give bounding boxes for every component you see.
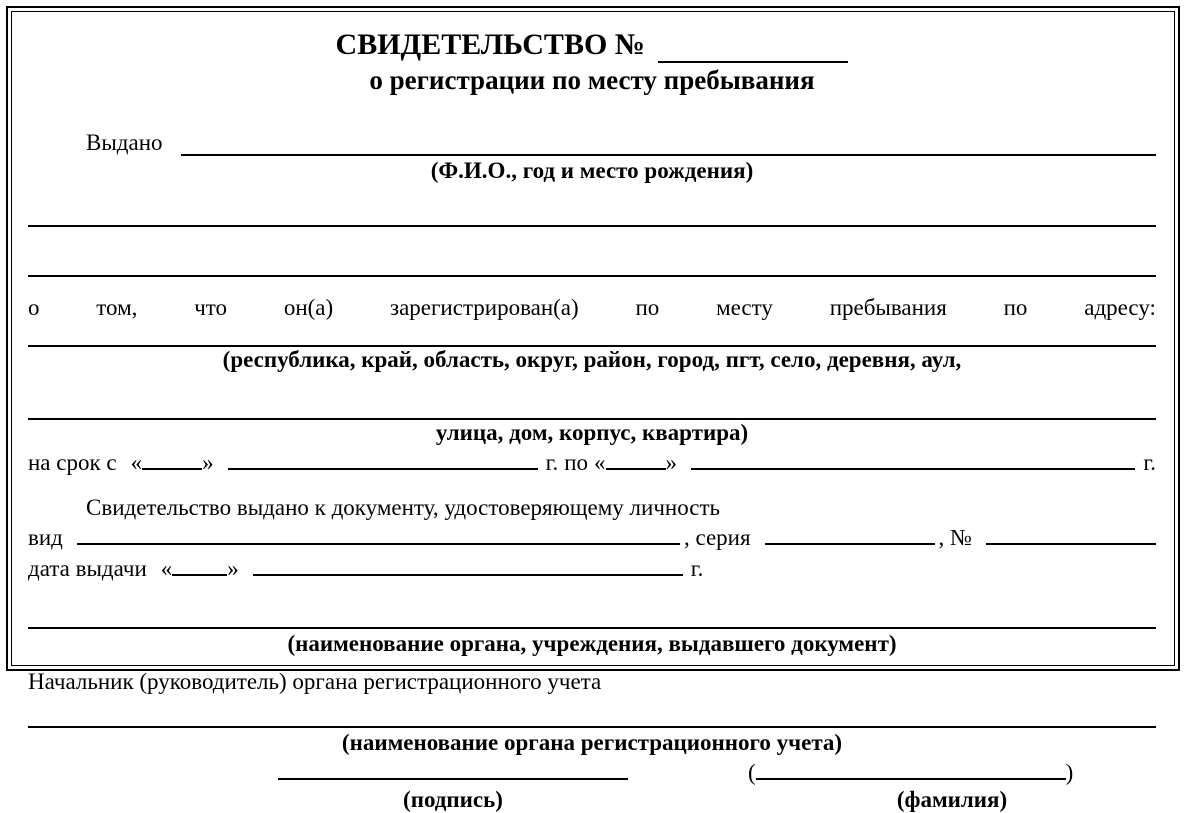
document-body: СВИДЕТЕЛЬСТВО № о регистрации по месту п…	[11, 11, 1175, 666]
q2-open: «	[594, 450, 606, 476]
surname-lparen: (	[748, 760, 756, 786]
doc-date-prefix: дата выдачи	[28, 556, 147, 582]
title-line1: СВИДЕТЕЛЬСТВО №	[28, 28, 1156, 63]
doc-num: , №	[939, 525, 972, 551]
doc-row: вид , серия , №	[28, 521, 1156, 552]
signature-row: ( )	[28, 756, 1156, 787]
familia-hint: (фамилия)	[748, 787, 1156, 813]
address-line2[interactable]	[28, 396, 1156, 420]
fio-line3[interactable]	[28, 253, 1156, 277]
title-prefix: СВИДЕТЕЛЬСТВО №	[336, 28, 645, 61]
doc-date-q-open: «	[161, 556, 173, 582]
issued-label: Выдано	[86, 130, 163, 156]
outer-border: СВИДЕТЕЛЬСТВО № о регистрации по месту п…	[6, 6, 1180, 671]
doc-seria-blank[interactable]	[765, 521, 935, 545]
issuer-hint: (наименование органа, учреждения, выдавш…	[28, 631, 1156, 657]
q2-close: »	[666, 450, 678, 476]
doc-intro: Свидетельство выдано к документу, удосто…	[86, 495, 1156, 521]
doc-date-day[interactable]	[172, 552, 227, 576]
fio-line2[interactable]	[28, 202, 1156, 226]
doc-vid: вид	[28, 525, 63, 551]
address-line1[interactable]	[28, 323, 1156, 347]
issued-row: Выдано	[28, 130, 1156, 156]
doc-vid-blank[interactable]	[77, 521, 680, 545]
w-ona: он(а)	[284, 295, 333, 321]
period-day1[interactable]	[142, 446, 202, 470]
w-adresu: адресу:	[1084, 295, 1156, 321]
title-number-blank[interactable]	[658, 61, 848, 63]
period-po: по	[564, 450, 588, 476]
w-po2: по	[1004, 295, 1028, 321]
q1-open: «	[131, 450, 143, 476]
title-line2: о регистрации по месту пребывания	[28, 65, 1156, 96]
reg-org-line[interactable]	[28, 703, 1156, 727]
w-tom: том,	[96, 295, 137, 321]
q1-close: »	[202, 450, 214, 476]
doc-date-q-close: »	[227, 556, 239, 582]
address-hint1: (республика, край, область, округ, район…	[28, 347, 1156, 373]
w-preb: пребывания	[830, 295, 947, 321]
w-zareg: зарегистрирован(а)	[390, 295, 579, 321]
w-chto: что	[194, 295, 227, 321]
registered-line: о том, что он(а) зарегистрирован(а) по м…	[28, 295, 1156, 321]
period-g2: г.	[1143, 450, 1156, 476]
w-po: по	[635, 295, 659, 321]
issued-hint: (Ф.И.О., год и место рождения)	[28, 158, 1156, 184]
signature-hint-row: (подпись) (фамилия)	[28, 787, 1156, 813]
doc-num-blank[interactable]	[986, 521, 1156, 545]
w-o: о	[28, 295, 40, 321]
period-month2[interactable]	[691, 446, 1135, 470]
w-mestu: месту	[716, 295, 773, 321]
period-month1[interactable]	[228, 446, 538, 470]
period-g1: г.	[546, 450, 559, 476]
period-prefix: на срок с	[28, 450, 117, 476]
doc-seria: , серия	[684, 525, 751, 551]
podpis-hint: (подпись)	[278, 787, 628, 813]
period-row: на срок с « » г. по « » г.	[28, 446, 1156, 477]
period-day2[interactable]	[606, 446, 666, 470]
surname-rparen: )	[1066, 760, 1074, 786]
issued-blank[interactable]	[181, 132, 1156, 156]
doc-date-row: дата выдачи « » г.	[28, 552, 1156, 583]
chief-label: Начальник (руководитель) органа регистра…	[28, 669, 1156, 695]
doc-date-g: г.	[691, 556, 704, 582]
issuer-line[interactable]	[28, 604, 1156, 628]
surname-blank[interactable]	[756, 756, 1066, 780]
signature-blank[interactable]	[278, 756, 628, 780]
reg-org-hint: (наименование органа регистрационного уч…	[28, 730, 1156, 756]
doc-date-month[interactable]	[253, 552, 683, 576]
address-hint2: улица, дом, корпус, квартира)	[28, 420, 1156, 446]
